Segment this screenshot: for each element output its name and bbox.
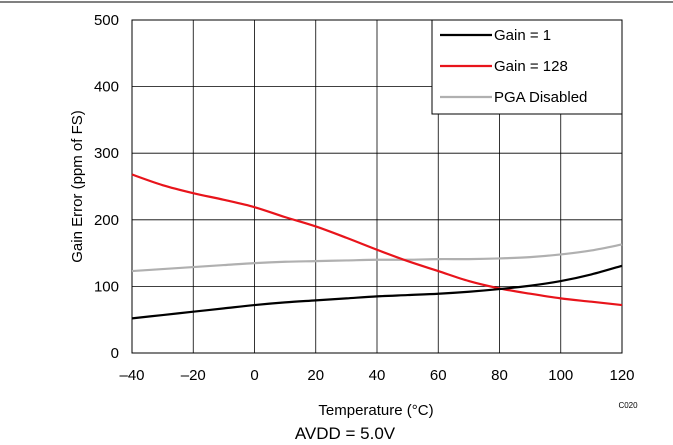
- x-tick-label: 120: [609, 367, 634, 384]
- y-tick-label: 0: [111, 345, 119, 362]
- legend: Gain = 1 Gain = 128 PGA Disabled: [431, 19, 623, 115]
- y-tick-label: 300: [94, 145, 119, 162]
- x-tick-label: 100: [548, 367, 573, 384]
- y-tick-labels: 0 100 200 300 400 500: [94, 12, 119, 362]
- legend-label: Gain = 1: [494, 27, 551, 44]
- series-line-gain-128: [131, 173, 623, 307]
- series-line-pga-disabled: [131, 243, 623, 273]
- x-tick-label: 80: [491, 367, 508, 384]
- x-tick-label: 60: [430, 367, 447, 384]
- y-tick-label: 100: [94, 278, 119, 295]
- x-tick-label: 40: [369, 367, 386, 384]
- x-tick-label: –20: [181, 367, 206, 384]
- figure-code: C020: [618, 401, 638, 410]
- legend-label: Gain = 128: [494, 58, 568, 75]
- x-tick-label: –40: [119, 367, 144, 384]
- x-tick-labels: –40 –20 0 20 40 60 80 100 120: [119, 367, 634, 384]
- x-tick-label: 0: [250, 367, 258, 384]
- plot-area: [131, 19, 623, 354]
- x-tick-label: 20: [307, 367, 324, 384]
- series-line-gain-1: [131, 264, 623, 320]
- x-axis-label: Temperature (°C): [318, 402, 433, 419]
- y-tick-label: 400: [94, 79, 119, 96]
- legend-label: PGA Disabled: [494, 89, 587, 106]
- caption-avdd: AVDD = 5.0V: [295, 424, 396, 443]
- series-layer: [131, 173, 623, 320]
- y-tick-label: 200: [94, 212, 119, 229]
- y-axis-label: Gain Error (ppm of FS): [69, 110, 86, 263]
- y-tick-label: 500: [94, 12, 119, 29]
